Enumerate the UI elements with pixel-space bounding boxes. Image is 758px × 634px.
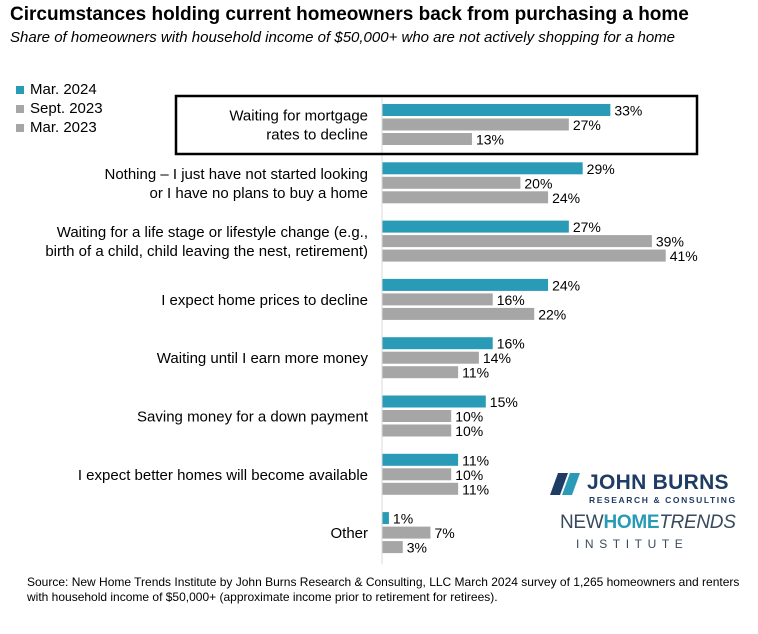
data-label: 20% [524, 175, 552, 191]
bar [382, 541, 403, 554]
bar [382, 220, 569, 233]
category-label: Waiting for a life stage or lifestyle ch… [57, 224, 368, 241]
data-label: 22% [538, 306, 566, 322]
data-label: 24% [552, 277, 580, 293]
bar [382, 104, 611, 116]
category-label: or I have no plans to buy a home [150, 185, 368, 202]
data-label: 10% [455, 423, 483, 439]
bar [382, 482, 459, 495]
bar [382, 337, 493, 350]
data-label: 10% [455, 409, 483, 425]
bar [382, 526, 431, 539]
bar [382, 468, 452, 481]
category-label: Nothing – I just have not started lookin… [105, 166, 369, 183]
data-label: 7% [434, 525, 454, 541]
bar [382, 278, 549, 291]
data-label: 14% [483, 350, 511, 366]
new-home-trends-wordmark: NEWHOMETRENDS [560, 512, 736, 534]
bar [382, 191, 549, 204]
data-label: 39% [656, 234, 684, 250]
data-label: 13% [476, 132, 504, 148]
legend-swatch [16, 85, 24, 94]
category-label: Saving money for a down payment [137, 409, 369, 426]
data-label: 16% [497, 292, 525, 308]
nh-institute: INSTITUTE [576, 537, 689, 551]
data-label: 11% [462, 452, 489, 468]
legend-swatch [16, 123, 24, 132]
legend: Mar. 2024 Sept. 2023 Mar. 2023 [16, 80, 103, 137]
data-label: 33% [614, 103, 642, 119]
data-label: 29% [587, 161, 615, 177]
data-label: 1% [393, 511, 413, 527]
nh-home: HOME [603, 512, 660, 533]
data-label: 15% [490, 394, 518, 410]
data-label: 27% [573, 117, 601, 133]
bar [382, 366, 459, 379]
category-label: I expect home prices to decline [161, 292, 368, 309]
category-label: I expect better homes will become availa… [78, 467, 368, 484]
chart-title: Circumstances holding current homeowners… [10, 4, 689, 25]
john-burns-subtitle: RESEARCH & CONSULTING [589, 495, 737, 505]
bar [382, 307, 535, 320]
data-label: 24% [552, 190, 580, 206]
bar [382, 162, 583, 175]
highlight-box [174, 94, 699, 156]
data-label: 11% [462, 365, 489, 381]
legend-label: Mar. 2023 [30, 119, 97, 136]
legend-item-mar-2023: Mar. 2023 [16, 118, 103, 137]
john-burns-logo: JOHN BURNS RESEARCH & CONSULTING [550, 471, 740, 506]
data-label: 41% [670, 248, 698, 264]
data-label: 10% [455, 467, 483, 483]
bar [382, 293, 493, 306]
bar [382, 176, 521, 189]
data-label: 27% [573, 219, 601, 235]
data-label: 16% [497, 336, 525, 352]
legend-label: Sept. 2023 [30, 100, 103, 117]
bar [382, 453, 459, 466]
legend-item-mar-2024: Mar. 2024 [16, 80, 103, 99]
bar [382, 118, 569, 131]
category-label: Waiting for mortgage [229, 108, 368, 125]
nh-new: NEW [560, 512, 604, 533]
category-label: Waiting until I earn more money [157, 350, 369, 367]
legend-item-sept-2023: Sept. 2023 [16, 99, 103, 118]
bar [382, 351, 479, 364]
data-label: 3% [407, 540, 427, 556]
bar [382, 235, 652, 248]
new-home-trends-logo: NEWHOMETRENDS INSTITUTE [560, 512, 750, 554]
bar [382, 424, 452, 437]
category-label: Other [330, 525, 368, 542]
bar [382, 249, 666, 262]
legend-swatch [16, 104, 24, 113]
bar [382, 133, 472, 145]
nh-trends: TRENDS [659, 512, 736, 533]
chart-subtitle: Share of homeowners with household incom… [10, 29, 675, 46]
bar [382, 410, 452, 422]
source-footnote: Source: New Home Trends Institute by Joh… [27, 575, 740, 604]
data-label: 11% [462, 481, 489, 497]
bar [382, 512, 389, 525]
category-label: birth of a child, child leaving the nest… [45, 243, 368, 260]
john-burns-name: JOHN BURNS [587, 471, 729, 494]
john-burns-logo-icon [550, 473, 580, 495]
category-label: rates to decline [266, 127, 368, 144]
legend-label: Mar. 2024 [30, 81, 97, 98]
bar [382, 395, 486, 408]
